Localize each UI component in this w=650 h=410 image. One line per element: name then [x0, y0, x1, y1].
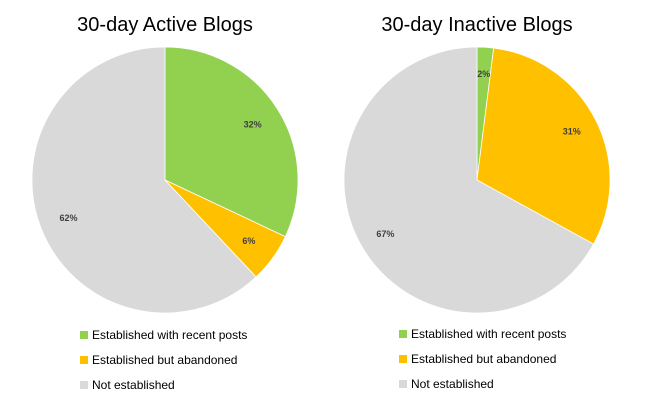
legend-label: Established but abandoned — [411, 352, 556, 366]
legend-label: Established with recent posts — [92, 328, 247, 342]
legend-label: Not established — [92, 378, 175, 392]
legend-swatch — [399, 330, 407, 338]
pie-slice-established-with-recent-posts — [164, 46, 299, 238]
legend-swatch — [399, 355, 407, 363]
slice-value-label: 2% — [477, 69, 490, 79]
chart-active-blogs: 30-day Active Blogs 32% 6% 62% Established… — [31, 14, 299, 392]
slice-value-label: 62% — [59, 213, 77, 223]
legend-label: Not established — [411, 377, 494, 391]
pie-slice-established-but-abandoned — [476, 47, 611, 245]
slice-value-label: 6% — [242, 236, 255, 246]
slice-value-label: 32% — [244, 119, 262, 129]
pie-slice-not-established — [343, 46, 595, 314]
slice-value-label: 31% — [563, 127, 581, 137]
pie-slice-not-established — [31, 46, 257, 314]
slice-value-label: 67% — [376, 229, 394, 239]
legend-label: Established with recent posts — [411, 327, 566, 341]
legend-swatch — [80, 356, 88, 364]
chart-title: 30-day Active Blogs — [77, 14, 253, 36]
legend-swatch — [80, 331, 88, 339]
legend-swatch — [399, 380, 407, 388]
legend-label: Established but abandoned — [92, 353, 237, 367]
chart-title: 30-day Inactive Blogs — [381, 14, 572, 36]
legend-swatch — [80, 381, 88, 389]
chart-inactive-blogs: 30-day Inactive Blogs 2% 31% 67% Establish… — [343, 14, 611, 391]
